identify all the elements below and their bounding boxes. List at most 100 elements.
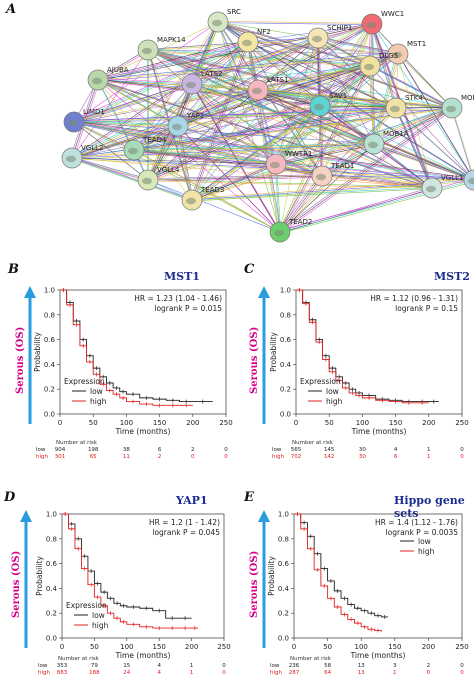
network-node-label: SAV1 — [329, 92, 347, 100]
network-edge — [275, 23, 373, 165]
panel-label-c: C — [244, 262, 255, 277]
network-node-label: LATS1 — [267, 76, 288, 84]
risk-cell: 2 — [427, 663, 431, 669]
network-edge — [177, 107, 397, 127]
risk-cell: 3 — [393, 663, 397, 669]
protein-structure-icon — [186, 197, 196, 205]
network-edge — [147, 179, 281, 233]
network-edge — [319, 39, 400, 56]
risk-cell: 142 — [324, 454, 335, 460]
network-edge — [72, 82, 191, 121]
network-edge — [369, 65, 453, 109]
network-edge — [134, 150, 281, 233]
network-edge — [275, 143, 374, 164]
network-node-label: SRC — [227, 8, 241, 16]
protein-structure-icon — [364, 63, 374, 71]
x-tick-label: 250 — [455, 643, 468, 651]
risk-cell: 904 — [55, 447, 66, 453]
network-edge — [219, 23, 454, 110]
risk-cell: 0 — [460, 447, 464, 453]
survival-curve-low — [62, 513, 192, 619]
network-edge — [276, 144, 375, 165]
network-edge — [72, 126, 179, 159]
network-edge — [71, 37, 319, 159]
network-edge — [375, 55, 400, 146]
network-edge — [147, 41, 249, 181]
risk-cell: 188 — [89, 670, 100, 676]
protein-structure-icon — [314, 103, 324, 111]
network-node: VGLL4 — [137, 166, 180, 191]
network-edge — [177, 89, 259, 127]
network-edge — [191, 65, 371, 85]
protein-structure-icon — [312, 35, 322, 43]
network-node: TEAD3 — [181, 186, 224, 211]
network-edge — [133, 83, 193, 151]
y-tick-label: 0.4 — [46, 585, 58, 593]
risk-cell: 0 — [222, 663, 226, 669]
km-panel-yap1: YAP1 Serous (OS) 0.0 0.2 0.4 0.6 0.8 1.0 0 50 100 1… — [10, 494, 232, 688]
network-edge — [99, 43, 250, 82]
network-edge — [73, 107, 396, 122]
risk-cell: 15 — [123, 663, 130, 669]
network-edge — [372, 24, 375, 145]
network-edge — [73, 21, 219, 123]
legend-low: low — [326, 387, 339, 396]
network-edge — [398, 54, 453, 109]
network-edge — [318, 104, 395, 107]
y-axis-label: Probability — [35, 556, 44, 596]
risk-cell: 65 — [90, 454, 97, 460]
legend-high: high — [326, 397, 343, 406]
network-edge — [277, 107, 322, 166]
survival-curve-high — [296, 289, 429, 404]
network-edge — [249, 43, 282, 234]
risk-cell: low — [38, 663, 48, 669]
network-edge — [133, 65, 371, 151]
network-edge — [218, 22, 373, 25]
network-node-label: TEAD2 — [288, 218, 312, 226]
network-edge — [75, 43, 250, 124]
survival-curve-high — [62, 513, 199, 629]
network-node: LATS2 — [181, 70, 222, 95]
network-edge — [279, 175, 323, 233]
risk-cell: 0 — [191, 454, 195, 460]
network-edge — [321, 67, 372, 108]
network-edges — [70, 20, 474, 234]
network-edge — [321, 175, 474, 180]
network-edge — [177, 105, 321, 127]
risk-cell: high — [38, 670, 51, 676]
risk-cell: 30 — [359, 447, 366, 453]
network-edge — [191, 37, 319, 201]
network-edge — [258, 90, 433, 189]
protein-structure-icon — [446, 105, 456, 113]
legend-title: Expression — [64, 377, 105, 386]
network-edge — [394, 106, 431, 187]
protein-structure-icon — [142, 177, 152, 185]
network-node-label: TEAD4 — [142, 136, 167, 144]
protein-structure-icon — [172, 123, 182, 131]
network-edge — [281, 177, 324, 234]
risk-cell: 6 — [158, 447, 162, 453]
network-edge — [147, 105, 320, 180]
network-edge — [191, 163, 276, 200]
network-edge — [279, 107, 396, 232]
network-node-label: MST1 — [407, 40, 426, 48]
plot-frame — [59, 289, 227, 415]
protein-structure-icon — [252, 87, 262, 95]
network-node: MAPK14 — [137, 36, 186, 61]
network-edge — [147, 107, 396, 180]
risk-cell: 4 — [394, 447, 398, 453]
x-tick-label: 250 — [219, 419, 232, 427]
risk-cell: 2 — [158, 454, 162, 460]
network-node-label: AJUBA — [107, 66, 129, 74]
x-tick-label: 0 — [60, 643, 64, 651]
risk-cell: 353 — [57, 663, 68, 669]
risk-cell: high — [272, 454, 285, 460]
x-axis-label: Time (months) — [350, 651, 406, 660]
y-tick-label: 1.0 — [278, 511, 289, 519]
network-edge — [279, 107, 453, 233]
risk-cell: 4 — [157, 663, 161, 669]
plot-frame — [293, 513, 463, 639]
network-edge — [72, 40, 247, 121]
network-node: SCHIP1 — [307, 24, 352, 49]
network-edge — [73, 121, 281, 233]
